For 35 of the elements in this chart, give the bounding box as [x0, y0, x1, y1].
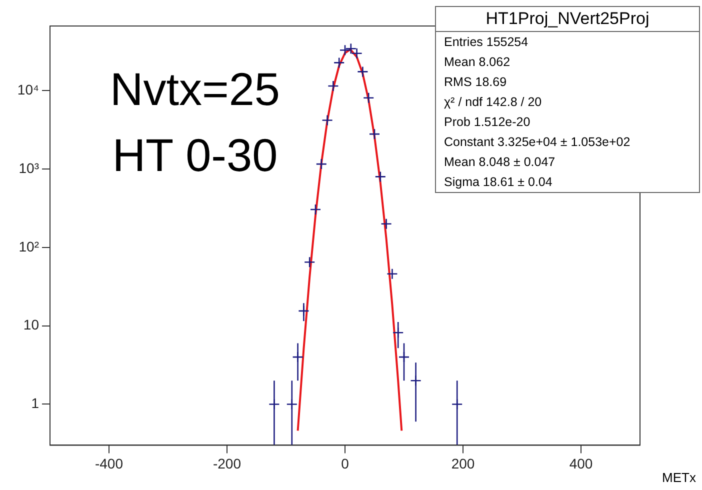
annotation: Sigma 18.61 ± 0.04	[443, 174, 554, 191]
point	[310, 204, 322, 216]
x-tick-label: 400	[569, 455, 593, 472]
point	[328, 80, 339, 92]
point	[357, 66, 368, 78]
point	[333, 57, 345, 68]
y-tick-label: 10	[23, 316, 40, 333]
annotation: χ² / ndf 142.8 / 20	[443, 94, 543, 111]
x-tick-label: 0	[341, 455, 350, 472]
annotation: HT1Proj_NVert25Proj	[436, 7, 699, 32]
y-tick-label: 10⁴	[17, 82, 39, 98]
x-tick-label: -200	[212, 455, 242, 472]
point	[374, 171, 386, 182]
point	[339, 44, 351, 56]
x-axis-title: METx	[662, 470, 696, 485]
annotation: Mean 8.048 ± 0.047	[443, 154, 556, 171]
annotation: Mean 8.062	[443, 54, 512, 71]
x-tick-label: -400	[94, 455, 124, 472]
y-tick-label: 10²	[18, 238, 40, 254]
point	[362, 92, 374, 104]
annotation: HT 0-30	[111, 128, 279, 182]
point	[322, 114, 333, 126]
annotation: Entries 155254	[443, 34, 530, 51]
point	[380, 218, 392, 230]
annotation: Constant 3.325e+04 ± 1.053e+02	[443, 134, 632, 151]
point	[304, 256, 316, 268]
y-tick-label: 10³	[18, 160, 40, 176]
point	[316, 158, 328, 170]
y-tick-label: 1	[31, 395, 40, 412]
point	[386, 268, 398, 280]
x-tick-label: 200	[451, 455, 475, 472]
point	[368, 128, 380, 140]
annotation: RMS 18.69	[443, 74, 508, 91]
annotation: Nvtx=25	[108, 62, 282, 116]
annotation: Prob 1.512e-20	[443, 114, 532, 131]
